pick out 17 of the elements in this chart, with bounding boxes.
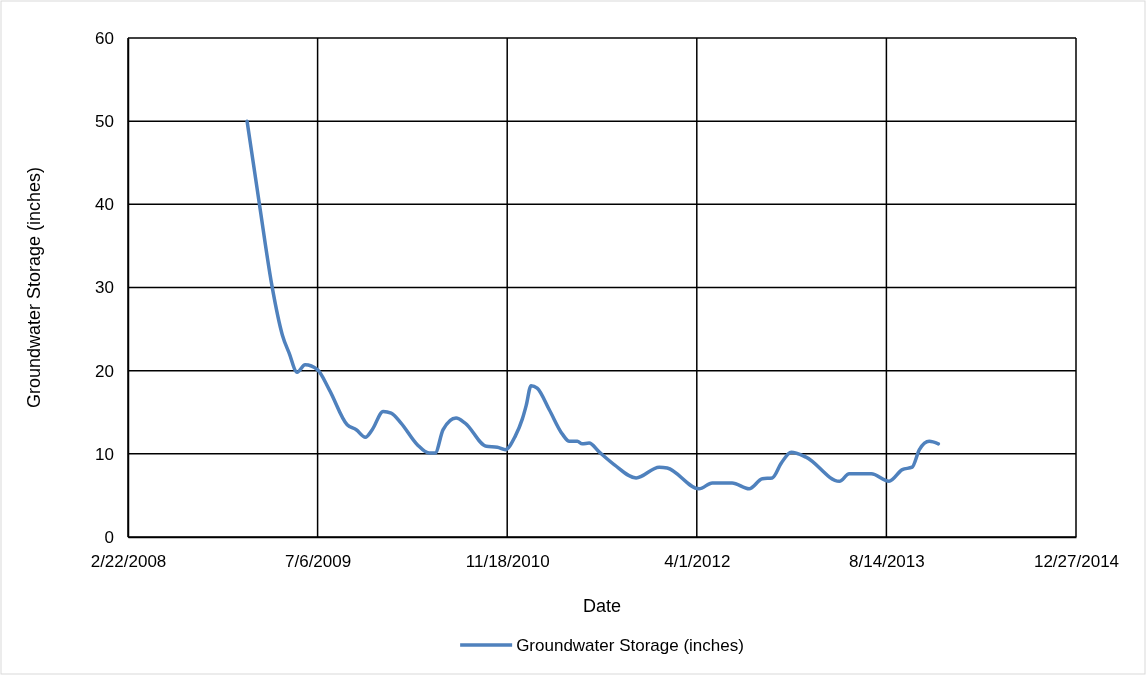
y-axis-title: Groundwater Storage (inches) xyxy=(24,166,44,409)
x-tick-label: 12/27/2014 xyxy=(1033,552,1120,572)
y-tick-label: 30 xyxy=(95,278,114,298)
legend-label: Groundwater Storage (inches) xyxy=(516,636,744,655)
x-tick-label: 4/1/2012 xyxy=(664,552,731,572)
y-tick-label: 60 xyxy=(95,28,114,48)
x-tick-label: 8/14/2013 xyxy=(849,552,925,572)
y-tick-label: 50 xyxy=(95,112,114,132)
y-tick-label: 10 xyxy=(95,444,114,464)
y-tick-label: 20 xyxy=(95,361,114,381)
y-tick-label: 0 xyxy=(104,527,114,547)
y-tick-label: 40 xyxy=(95,195,114,215)
x-axis-title: Date xyxy=(582,596,622,616)
x-tick-label: 7/6/2009 xyxy=(285,552,352,572)
line-series xyxy=(245,119,941,491)
x-tick-label: 11/18/2010 xyxy=(465,552,550,572)
x-tick-label: 2/22/2008 xyxy=(90,552,167,572)
